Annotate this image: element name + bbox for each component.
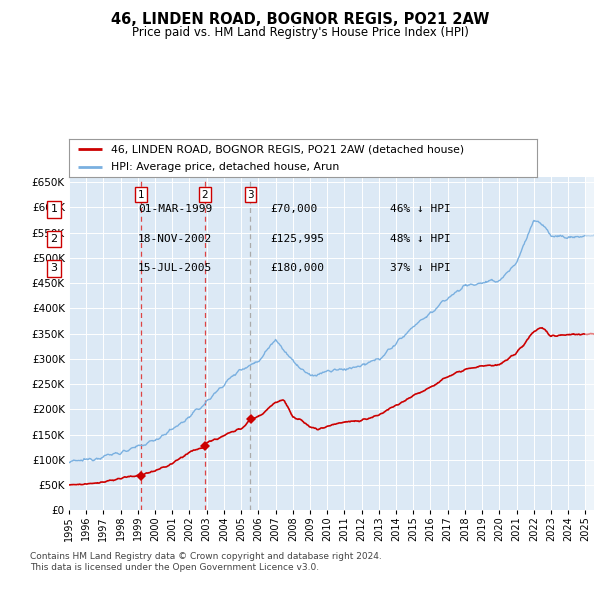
Text: £70,000: £70,000 [270, 205, 317, 214]
Text: 18-NOV-2002: 18-NOV-2002 [138, 234, 212, 244]
Text: 46% ↓ HPI: 46% ↓ HPI [390, 205, 451, 214]
Text: 3: 3 [247, 189, 254, 199]
Text: 37% ↓ HPI: 37% ↓ HPI [390, 264, 451, 273]
Text: 1: 1 [50, 205, 58, 214]
Text: HPI: Average price, detached house, Arun: HPI: Average price, detached house, Arun [111, 162, 340, 172]
Text: 46, LINDEN ROAD, BOGNOR REGIS, PO21 2AW (detached house): 46, LINDEN ROAD, BOGNOR REGIS, PO21 2AW … [111, 144, 464, 154]
Text: 01-MAR-1999: 01-MAR-1999 [138, 205, 212, 214]
Text: Contains HM Land Registry data © Crown copyright and database right 2024.
This d: Contains HM Land Registry data © Crown c… [30, 552, 382, 572]
Text: Price paid vs. HM Land Registry's House Price Index (HPI): Price paid vs. HM Land Registry's House … [131, 26, 469, 39]
Text: 46, LINDEN ROAD, BOGNOR REGIS, PO21 2AW: 46, LINDEN ROAD, BOGNOR REGIS, PO21 2AW [111, 12, 489, 27]
Text: 3: 3 [50, 264, 58, 273]
Text: £125,995: £125,995 [270, 234, 324, 244]
Polygon shape [586, 177, 594, 510]
Text: 48% ↓ HPI: 48% ↓ HPI [390, 234, 451, 244]
Text: 2: 2 [202, 189, 208, 199]
Text: 1: 1 [137, 189, 144, 199]
Text: 15-JUL-2005: 15-JUL-2005 [138, 264, 212, 273]
Text: £180,000: £180,000 [270, 264, 324, 273]
Text: 2: 2 [50, 234, 58, 244]
